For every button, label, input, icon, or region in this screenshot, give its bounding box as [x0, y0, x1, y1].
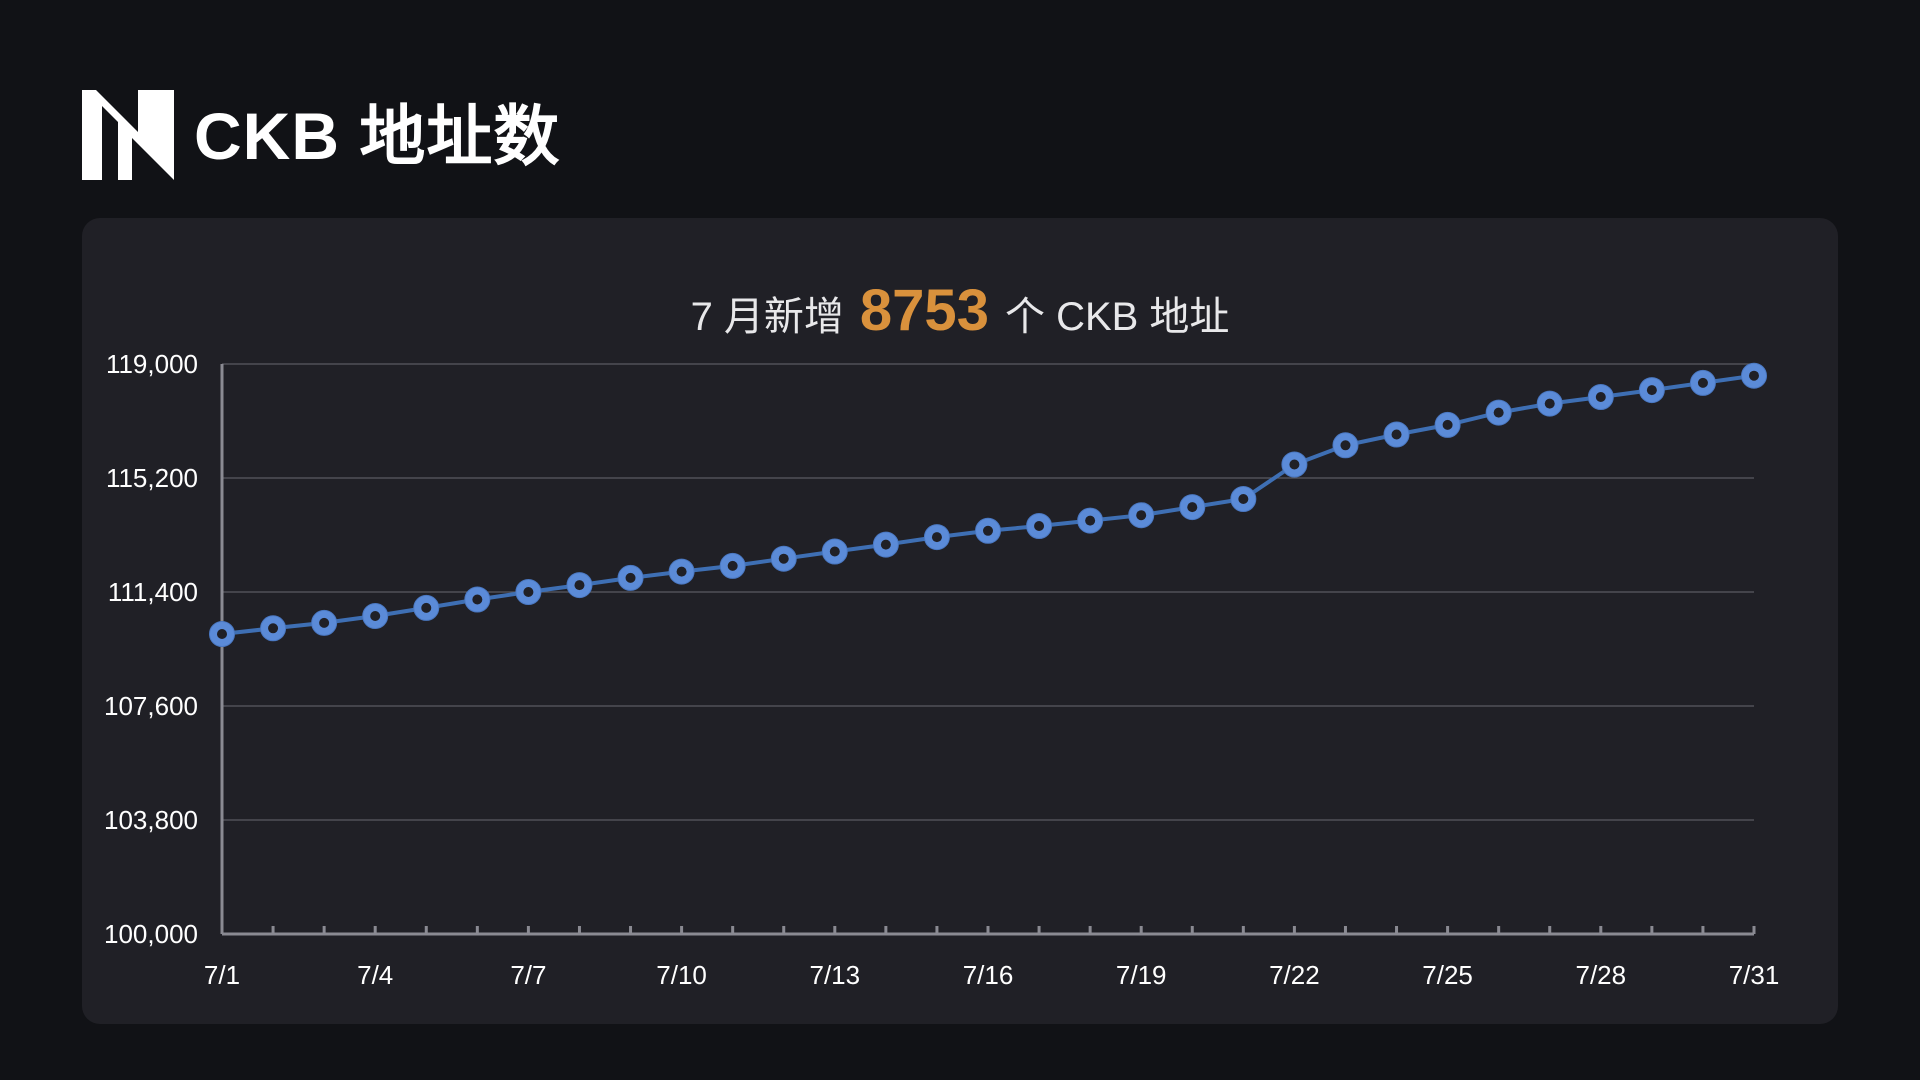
- data-point-center: [421, 602, 432, 613]
- data-point-center: [676, 566, 687, 577]
- n-logo-icon: [82, 90, 174, 180]
- data-point-center: [1187, 502, 1198, 513]
- x-tick-label: 7/28: [1575, 960, 1626, 990]
- data-point-center: [1085, 515, 1096, 526]
- headline-highlight-number: 8753: [859, 278, 989, 343]
- series-line: [221, 373, 1755, 636]
- data-point-center: [778, 553, 789, 564]
- y-tick-label: 107,600: [104, 691, 198, 721]
- line-chart: 100,000 103,800 107,600 111,400 115,200 119,0…: [104, 349, 1780, 990]
- y-tick-label: 100,000: [104, 919, 198, 949]
- headline-suffix: 个 CKB 地址: [1004, 295, 1230, 339]
- x-tick-label: 7/25: [1422, 960, 1473, 990]
- data-point-center: [1391, 429, 1402, 440]
- data-point-center: [370, 611, 381, 621]
- data-point-center: [1646, 385, 1657, 396]
- data-point-center: [1238, 494, 1249, 504]
- data-point-center: [1289, 459, 1300, 470]
- data-point-center: [319, 617, 330, 628]
- x-tick-label: 7/13: [809, 960, 860, 990]
- y-tick-label: 111,400: [108, 577, 198, 607]
- data-point-center: [1749, 370, 1759, 381]
- data-point-center: [574, 580, 585, 591]
- data-point-center: [472, 594, 483, 605]
- chart-headline: 7 月新增 8753 个 CKB 地址: [82, 276, 1838, 352]
- x-tick-label: 7/10: [656, 960, 707, 990]
- x-tick-label: 7/19: [1116, 960, 1167, 990]
- y-tick-label: 103,800: [104, 805, 198, 835]
- data-point-center: [1442, 419, 1453, 430]
- x-tick-label: 7/31: [1729, 960, 1780, 990]
- chart-card: 100,000 103,800 107,600 111,400 115,200 119,0…: [82, 218, 1838, 1024]
- data-point-center: [268, 623, 279, 634]
- headline-prefix: 7 月新增: [690, 295, 844, 339]
- page-title: CKB 地址数: [194, 99, 561, 173]
- data-point-center: [1544, 398, 1555, 409]
- data-point-center: [1340, 440, 1351, 451]
- data-point-center: [1136, 510, 1147, 521]
- y-tick-label: 119,000: [106, 349, 198, 379]
- chart-area: 100,000 103,800 107,600 111,400 115,200 119,0…: [82, 218, 1838, 1024]
- data-point-center: [829, 546, 840, 557]
- data-point-center: [727, 560, 738, 571]
- x-tick-label: 7/22: [1269, 960, 1320, 990]
- data-point-center: [1493, 407, 1504, 418]
- data-point-center: [931, 532, 942, 543]
- data-point-center: [1595, 392, 1606, 402]
- data-point-center: [625, 572, 636, 583]
- data-point-center: [523, 587, 534, 597]
- x-tick-label: 7/7: [510, 960, 546, 990]
- y-tick-label: 115,200: [106, 463, 198, 493]
- x-tick-label: 7/16: [963, 960, 1014, 990]
- data-point-center: [983, 525, 993, 536]
- x-tick-label: 7/1: [204, 960, 240, 990]
- data-point-center: [217, 629, 227, 639]
- data-point-center: [1697, 377, 1708, 388]
- data-point-center: [880, 539, 891, 550]
- x-tick-label: 7/4: [357, 960, 393, 990]
- data-point-center: [1034, 521, 1045, 531]
